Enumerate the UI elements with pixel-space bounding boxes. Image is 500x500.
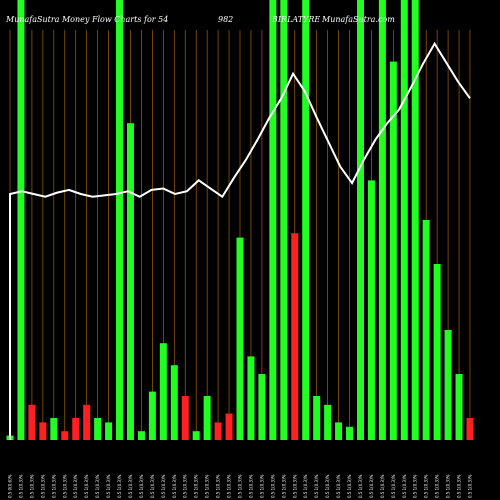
bar	[148, 391, 156, 440]
tick-layer: 0.5 0(0.6)% 0.5 1(0.3)% 0.5 1(0.3)% 0.5 1(0…	[8, 474, 473, 498]
bar	[72, 418, 80, 440]
x-tick-label: 0.5 1(0.3)%	[117, 474, 122, 498]
bar	[291, 233, 299, 440]
bar	[61, 431, 69, 440]
x-tick-label: 0.5 1(0.3)%	[238, 474, 243, 498]
x-tick-label: 0.5 1(0.3)%	[303, 474, 308, 498]
bar	[225, 413, 233, 440]
bar	[324, 404, 332, 440]
x-tick-label: 0.5 1(0.3)%	[259, 474, 264, 498]
x-tick-label: 0.5 1(0.3)%	[413, 474, 418, 498]
x-tick-label: 0.5 1(0.3)%	[336, 474, 341, 498]
x-tick-label: 0.5 1(0.3)%	[248, 474, 253, 498]
bar	[126, 123, 134, 440]
bar	[411, 0, 419, 440]
bar	[389, 61, 397, 440]
bar	[258, 374, 266, 440]
watermark: MunafaSutra.com	[321, 15, 395, 24]
bar	[28, 404, 36, 440]
bar	[17, 0, 25, 440]
x-tick-label: 0.5 1(0.3)%	[292, 474, 297, 498]
bar	[159, 343, 167, 440]
x-tick-label: 0.5 1(0.3)%	[194, 474, 199, 498]
money-flow-line	[9, 41, 471, 440]
x-tick-label: 0.5 1(0.3)%	[270, 474, 275, 498]
x-tick-label: 0.5 1(0.3)%	[18, 474, 23, 498]
bar	[50, 418, 58, 440]
x-tick-label: 0.5 1(0.3)%	[95, 474, 100, 498]
bar	[302, 0, 310, 440]
bar	[170, 365, 178, 440]
chart-title-right: BIRLATYRE	[271, 15, 320, 24]
bar	[346, 426, 354, 440]
chart-title-fragment: 982	[218, 15, 233, 24]
x-tick-label: 0.5 1(0.3)%	[281, 474, 286, 498]
bar	[94, 418, 102, 440]
x-tick-label: 0.5 1(0.3)%	[106, 474, 111, 498]
bar	[236, 237, 244, 440]
x-tick-label: 0.5 1(0.3)%	[457, 474, 462, 498]
x-tick-label: 0.5 1(0.3)%	[84, 474, 89, 498]
bar	[367, 180, 375, 440]
x-tick-label: 0.5 1(0.3)%	[139, 474, 144, 498]
bar	[181, 396, 189, 440]
x-tick-label: 0.5 1(0.3)%	[40, 474, 45, 498]
x-tick-label: 0.5 1(0.3)%	[51, 474, 56, 498]
bar	[203, 396, 211, 440]
x-tick-label: 0.5 1(0.3)%	[314, 474, 319, 498]
bar	[313, 396, 321, 440]
bar	[83, 404, 91, 440]
x-tick-label: 0.5 1(0.3)%	[446, 474, 451, 498]
bar	[444, 330, 452, 440]
x-tick-label: 0.5 1(0.3)%	[62, 474, 67, 498]
bar	[105, 422, 113, 440]
x-tick-label: 0.5 1(0.3)%	[172, 474, 177, 498]
x-tick-label: 0.5 1(0.3)%	[227, 474, 232, 498]
x-tick-label: 0.5 1(0.3)%	[435, 474, 440, 498]
bar	[455, 374, 463, 440]
x-tick-label: 0.5 1(0.3)%	[205, 474, 210, 498]
x-tick-label: 0.5 1(0.3)%	[73, 474, 78, 498]
x-tick-label: 0.5 1(0.3)%	[216, 474, 221, 498]
x-tick-label: 0.5 1(0.3)%	[183, 474, 188, 498]
bar	[280, 0, 288, 440]
x-tick-label: 0.5 1(0.3)%	[468, 474, 473, 498]
bar	[400, 0, 408, 440]
x-tick-label: 0.5 1(0.3)%	[358, 474, 363, 498]
bar	[356, 0, 364, 440]
bar	[247, 356, 255, 440]
bar	[466, 418, 474, 440]
bar	[214, 422, 222, 440]
bar-layer	[6, 0, 474, 440]
bar	[335, 422, 343, 440]
bar	[192, 431, 200, 440]
x-tick-label: 0.5 1(0.3)%	[380, 474, 385, 498]
x-tick-label: 0.5 1(0.3)%	[325, 474, 330, 498]
x-tick-label: 0.5 1(0.3)%	[150, 474, 155, 498]
x-tick-label: 0.5 1(0.3)%	[402, 474, 407, 498]
x-tick-label: 0.5 1(0.3)%	[29, 474, 34, 498]
x-tick-label: 0.5 1(0.3)%	[424, 474, 429, 498]
bar	[378, 0, 386, 440]
bar	[422, 220, 430, 440]
bar	[39, 422, 47, 440]
line-layer	[9, 41, 471, 440]
x-tick-label: 0.5 1(0.3)%	[347, 474, 352, 498]
bar	[433, 264, 441, 440]
x-tick-label: 0.5 1(0.3)%	[128, 474, 133, 498]
chart-title: MunafaSutra Money Flow Charts for 54	[5, 15, 168, 24]
bar	[269, 0, 277, 440]
bar	[137, 431, 145, 440]
x-tick-label: 0.5 1(0.3)%	[391, 474, 396, 498]
x-tick-label: 0.5 1(0.3)%	[369, 474, 374, 498]
x-tick-label: 0.5 1(0.3)%	[161, 474, 166, 498]
bar	[116, 0, 124, 440]
x-tick-label: 0.5 0(0.6)%	[8, 474, 13, 498]
